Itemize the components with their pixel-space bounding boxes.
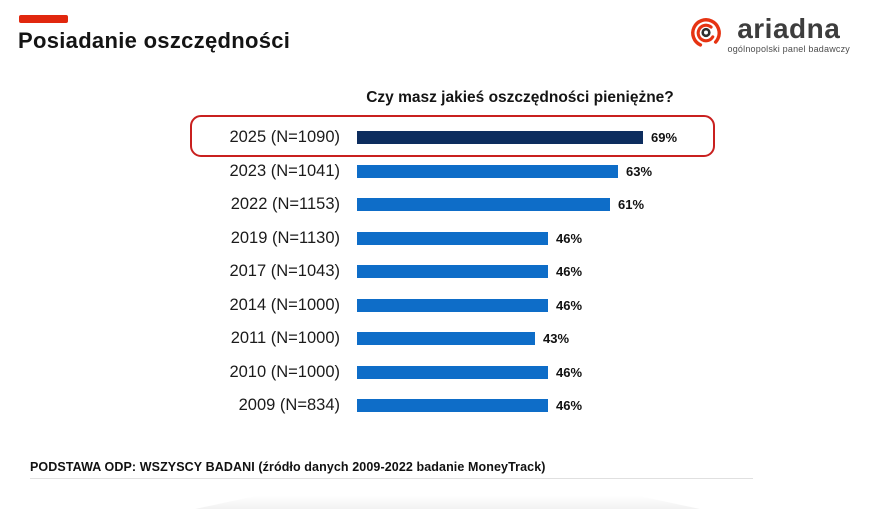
value-label: 69% — [651, 130, 678, 146]
category-label: 2014 (N=1000) — [229, 295, 340, 314]
category-label: 2009 (N=834) — [238, 396, 340, 415]
value-label: 46% — [556, 297, 583, 313]
chart-row: 2022 (N=1153) 61% — [0, 188, 890, 222]
logo-brand: ariadna — [737, 13, 841, 44]
bar — [357, 298, 548, 312]
category-label: 2023 (N=1041) — [229, 161, 340, 180]
chart-question-title: Czy masz jakieś oszczędności pieniężne? — [366, 89, 674, 106]
bar — [357, 265, 548, 279]
chart-row: 2009 (N=834) 46% — [0, 389, 890, 423]
title-accent-bar — [19, 15, 68, 23]
chart-row: 2014 (N=1000) 46% — [0, 289, 890, 323]
bar — [357, 198, 610, 212]
chart-row: 2010 (N=1000) 46% — [0, 356, 890, 390]
category-label: 2011 (N=1000) — [230, 329, 340, 348]
category-label: 2022 (N=1153) — [230, 195, 340, 214]
logo-text: ariadna ogólnopolski panel badawczy — [727, 13, 850, 55]
bar — [357, 131, 643, 145]
bar-chart: 2025 (N=1090) 69% 2023 (N=1041) 63% 2022 (N=… — [0, 115, 890, 423]
logo-tagline: ogólnopolski panel badawczy — [727, 44, 850, 55]
page-title: Posiadanie oszczędności — [18, 28, 291, 53]
bar — [357, 365, 548, 379]
chart-row: 2017 (N=1043) 46% — [0, 255, 890, 289]
category-label: 2025 (N=1090) — [229, 128, 340, 147]
ariadna-spiral-icon — [689, 16, 723, 55]
chart-row: 2019 (N=1130) 46% — [0, 222, 890, 256]
bar — [357, 231, 548, 245]
value-label: 46% — [556, 364, 583, 380]
value-label: 46% — [556, 398, 583, 414]
category-label: 2017 (N=1043) — [229, 262, 340, 281]
chart-row: 2011 (N=1000) 43% — [0, 322, 890, 356]
chart-row: 2023 (N=1041) 63% — [0, 155, 890, 189]
footer-note: PODSTAWA ODP: WSZYSCY BADANI (źródło dan… — [30, 460, 546, 474]
bar — [357, 164, 618, 178]
value-label: 46% — [556, 264, 583, 280]
ariadna-logo: ariadna ogólnopolski panel badawczy — [689, 14, 850, 55]
chart-row: 2025 (N=1090) 69% — [0, 121, 890, 155]
value-label: 46% — [556, 230, 583, 246]
value-label: 61% — [618, 197, 645, 213]
footer-divider — [30, 478, 753, 479]
chart-rows: 2025 (N=1090) 69% 2023 (N=1041) 63% 2022 (N=… — [0, 121, 890, 423]
bottom-shadow — [195, 496, 700, 509]
category-label: 2019 (N=1130) — [230, 228, 340, 247]
bar — [357, 332, 535, 346]
value-label: 43% — [543, 331, 570, 347]
bar — [357, 399, 548, 413]
category-label: 2010 (N=1000) — [229, 362, 340, 381]
value-label: 63% — [626, 163, 653, 179]
